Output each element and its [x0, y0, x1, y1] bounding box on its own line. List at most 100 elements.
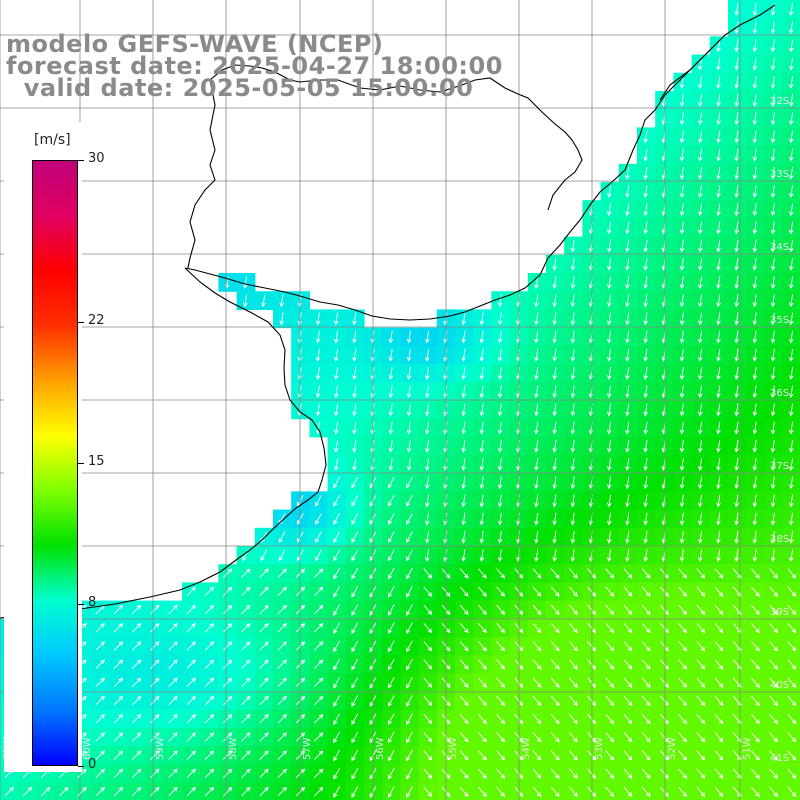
wind-arrow	[459, 714, 469, 725]
wind-arrow	[697, 348, 703, 362]
wind-arrow	[406, 749, 413, 762]
wind-arrow	[351, 767, 359, 780]
wind-arrow	[660, 677, 669, 688]
wind-cell	[564, 782, 583, 800]
wind-arrow	[496, 732, 506, 743]
wind-arrow	[186, 695, 196, 706]
wind-arrow	[770, 348, 776, 362]
wind-arrow	[186, 604, 196, 615]
wind-arrow	[751, 677, 760, 688]
wind-cell	[473, 782, 492, 800]
wind-arrow	[406, 567, 413, 580]
wind-arrow	[423, 768, 433, 779]
wind-arrow	[697, 549, 703, 562]
wind-arrow	[570, 330, 576, 344]
colorbar-tick-mark	[78, 463, 84, 464]
wind-arrow	[716, 203, 721, 217]
wind-arrow	[423, 714, 433, 725]
wind-arrow	[625, 494, 630, 508]
wind-arrow	[752, 530, 758, 544]
wind-arrow	[550, 604, 560, 616]
wind-arrow	[131, 786, 142, 797]
wind-arrow	[643, 294, 648, 308]
wind-arrow	[406, 494, 413, 507]
wind-arrow	[587, 677, 597, 688]
wind-arrow	[241, 677, 251, 688]
wind-arrow	[113, 768, 124, 779]
wind-arrow	[150, 750, 160, 760]
wind-arrow	[625, 330, 630, 344]
wind-arrow	[387, 767, 395, 780]
wind-arrow	[479, 512, 485, 526]
wind-arrow	[552, 257, 557, 271]
wind-arrow	[351, 640, 359, 653]
wind-arrow	[461, 367, 466, 380]
wind-arrow	[643, 476, 648, 490]
wind-arrow	[333, 749, 340, 762]
wind-arrow	[752, 294, 758, 308]
wind-arrow	[714, 768, 724, 779]
wind-arrow	[277, 677, 287, 688]
wind-arrow	[751, 568, 760, 579]
wind-arrow	[150, 677, 160, 688]
wind-arrow	[769, 641, 779, 652]
wind-arrow	[697, 94, 703, 107]
wind-arrow	[333, 695, 340, 707]
wind-arrow	[351, 622, 359, 635]
wind-arrow	[406, 403, 412, 417]
wind-arrow	[714, 786, 724, 798]
wind-arrow	[532, 586, 542, 597]
wind-arrow	[186, 768, 196, 779]
wind-arrow	[679, 257, 685, 271]
wind-arrow	[423, 750, 433, 761]
wind-arrow	[552, 367, 557, 380]
wind-arrow	[605, 586, 615, 597]
wind-cell	[764, 782, 784, 800]
wind-arrow	[678, 750, 688, 761]
wind-arrow	[570, 312, 576, 326]
wind-arrow	[406, 786, 413, 798]
wind-arrow	[333, 348, 339, 362]
wind-arrow	[241, 768, 251, 779]
wind-arrow	[752, 39, 758, 53]
wind-arrow	[113, 714, 124, 724]
wind-arrow	[241, 568, 251, 578]
wind-cell	[782, 582, 800, 602]
wind-arrow	[752, 403, 758, 417]
wind-arrow	[697, 239, 703, 253]
wind-arrow	[788, 421, 794, 435]
wind-arrow	[406, 549, 413, 562]
wind-arrow	[770, 421, 776, 435]
wind-arrow	[770, 403, 776, 417]
longitude-label: 54W	[521, 737, 532, 760]
colorbar	[32, 160, 78, 766]
wind-arrow	[752, 257, 758, 271]
wind-arrow	[424, 421, 430, 435]
wind-arrow	[351, 731, 359, 744]
wind-arrow	[388, 439, 394, 453]
wind-arrow	[734, 385, 739, 399]
wind-arrow	[222, 768, 233, 779]
wind-arrow	[168, 750, 178, 760]
wind-arrow	[751, 732, 760, 743]
wind-arrow	[95, 659, 105, 669]
wind-arrow	[423, 732, 433, 743]
wind-arrow	[461, 494, 466, 508]
wind-arrow	[660, 714, 669, 725]
wind-arrow	[678, 732, 688, 743]
wind-arrow	[770, 166, 776, 180]
wind-arrow	[678, 714, 688, 725]
wind-arrow	[387, 549, 395, 562]
wind-arrow	[532, 659, 542, 670]
wind-arrow	[168, 677, 178, 688]
wind-arrow	[532, 750, 542, 761]
wind-arrow	[131, 623, 142, 633]
wind-arrow	[714, 641, 724, 652]
wind-arrow	[569, 623, 578, 634]
wind-arrow	[641, 695, 651, 707]
wind-arrow	[770, 312, 776, 326]
wind-arrow	[605, 604, 615, 616]
wind-arrow	[679, 221, 685, 235]
wind-arrow	[769, 714, 779, 725]
wind-arrow	[787, 677, 797, 688]
